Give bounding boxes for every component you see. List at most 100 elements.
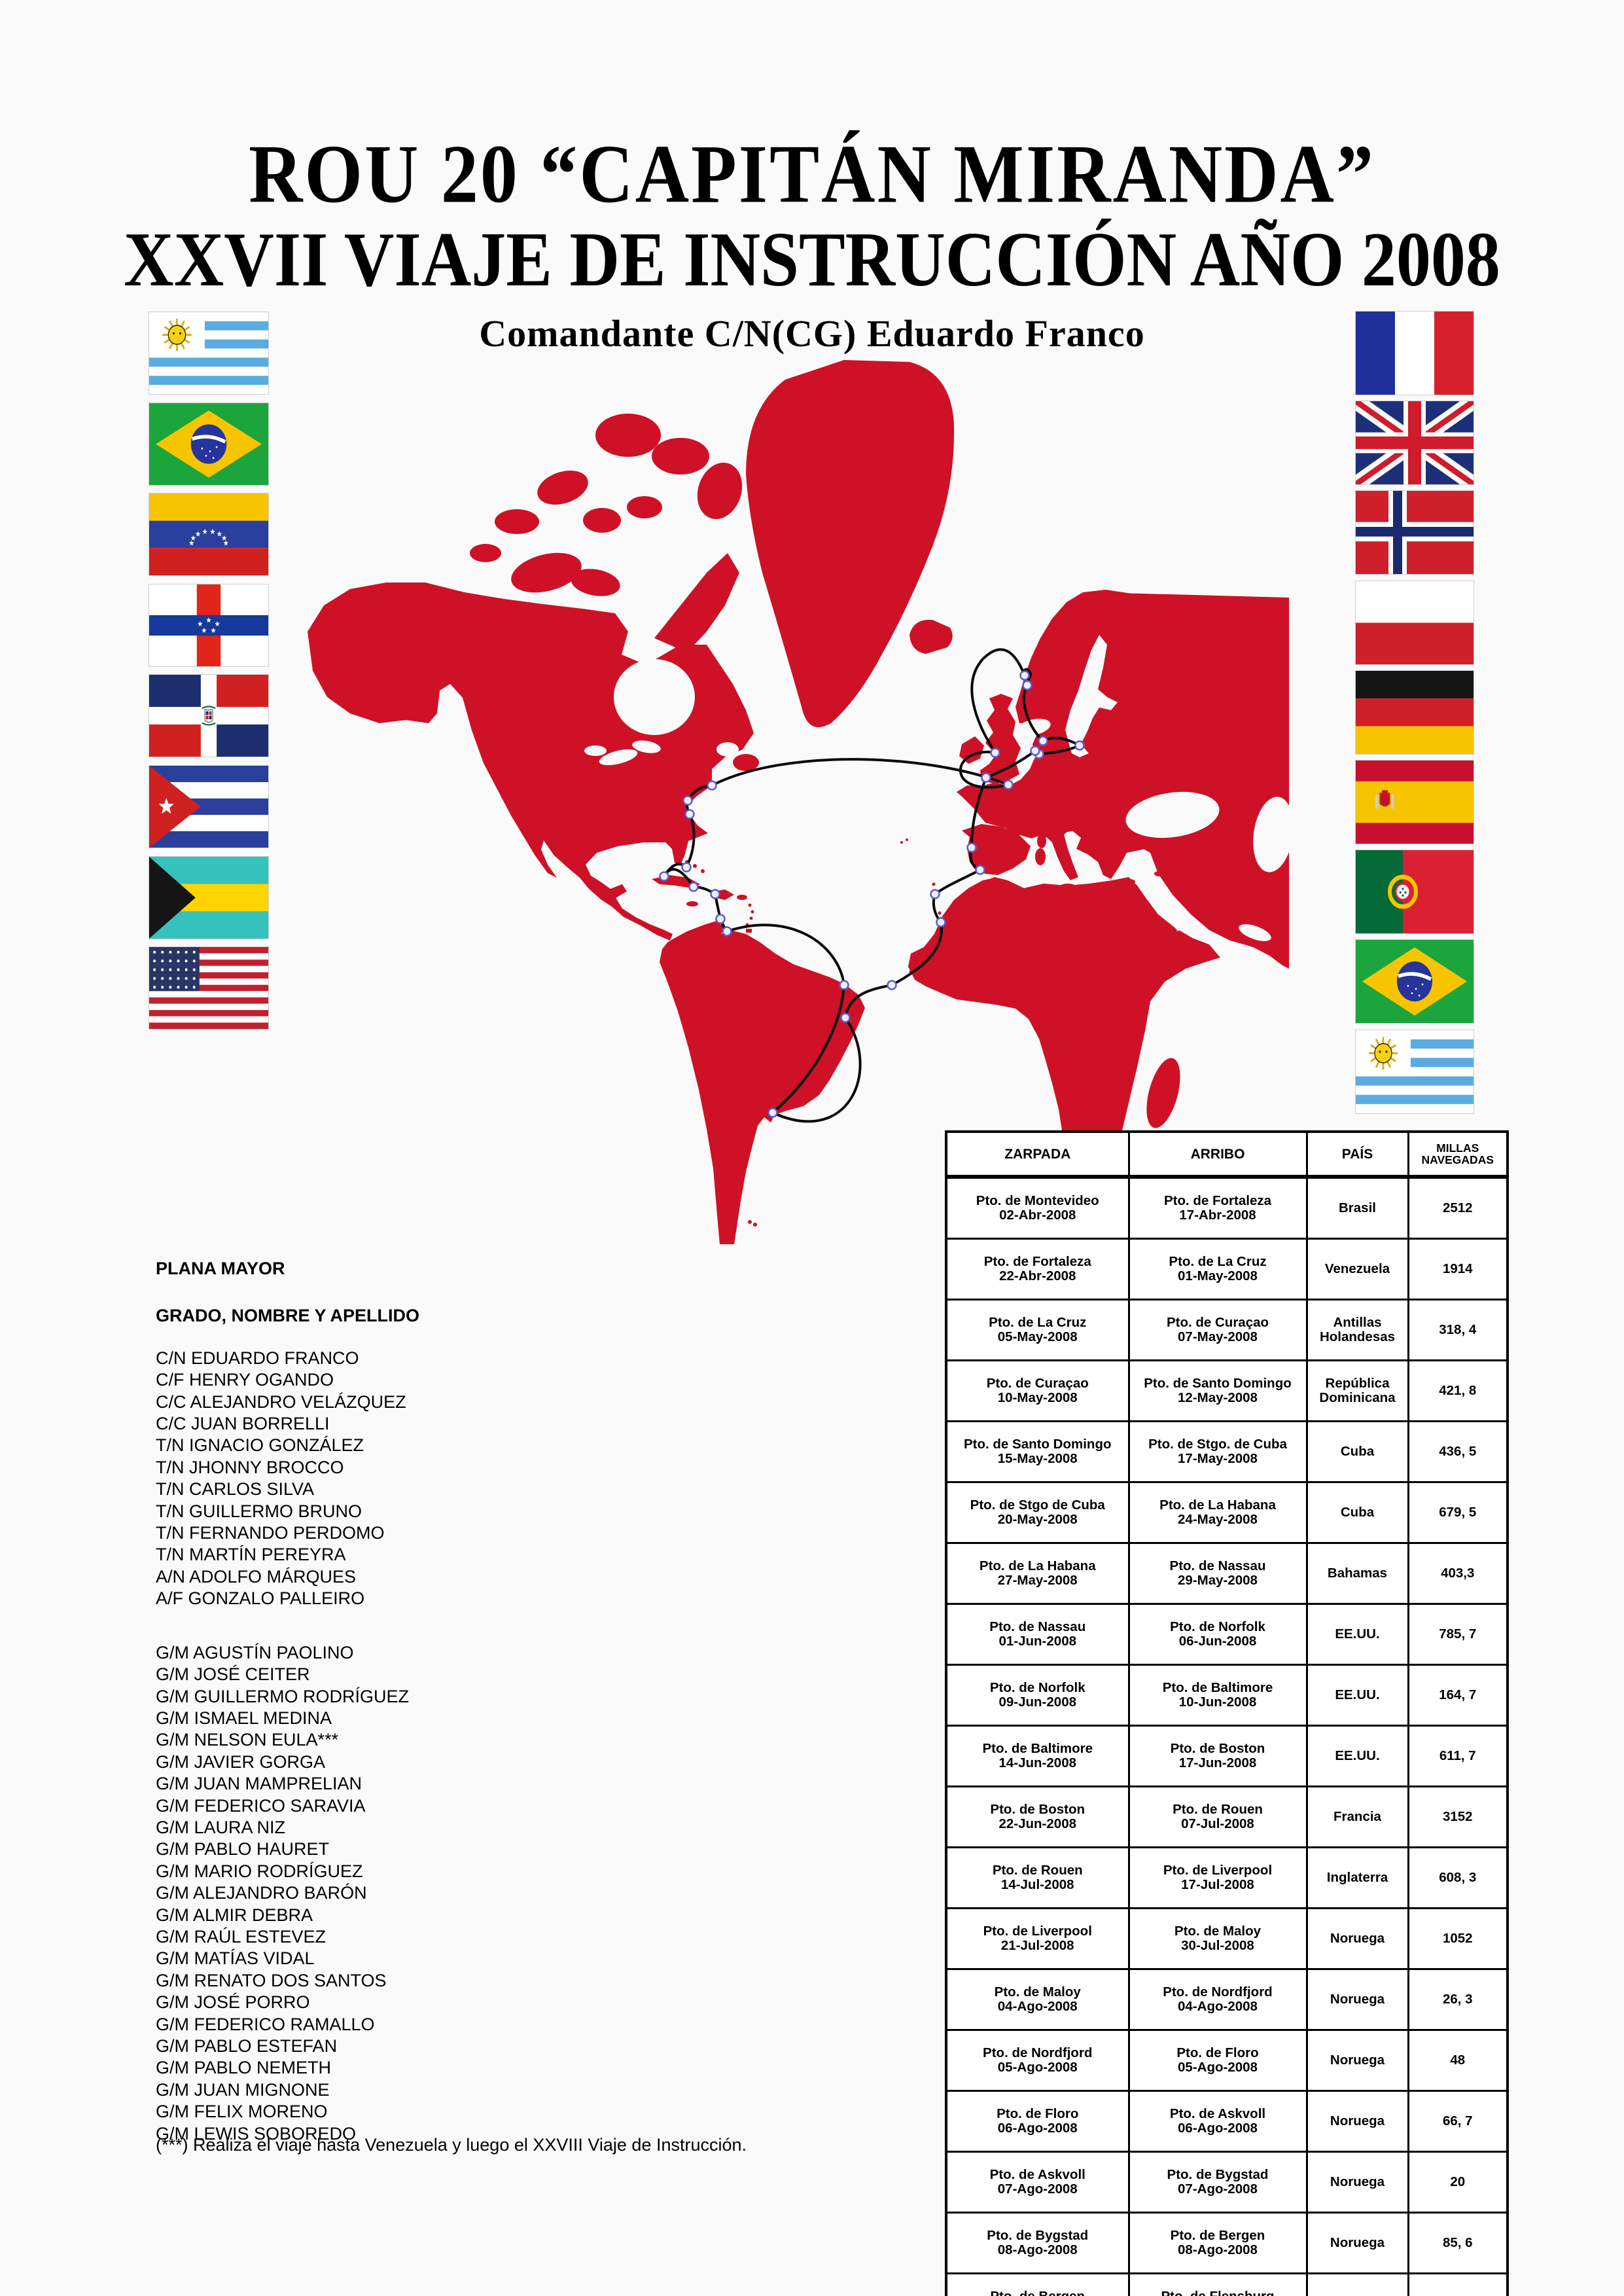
flag-brazil-icon — [149, 403, 268, 485]
port-marker-flensburg — [1038, 736, 1048, 746]
millas-cell: 679, 5 — [1407, 1481, 1509, 1544]
pais-cell: Noruega — [1305, 2212, 1409, 2274]
itinerary-row: Pto. de Nordfjord 05-Ago-2008 Pto. de Flor… — [945, 2029, 1509, 2092]
pais-cell: Francia — [1305, 1785, 1409, 1848]
arribo-cell: Pto. de Stgo. de Cuba 17-May-2008 — [1127, 1420, 1308, 1483]
port-marker-cadiz — [975, 865, 985, 875]
zarpada-cell: Pto. de Baltimore 14-Jun-2008 — [945, 1725, 1130, 1787]
itinerary-row: Pto. de Fortaleza 22-Abr-2008 Pto. de La C… — [945, 1238, 1509, 1300]
officer-name: C/F HENRY OGANDO — [156, 1370, 334, 1390]
cadet-name: G/M JUAN MAMPRELIAN — [156, 1774, 362, 1794]
officer-name: C/N EDUARDO FRANCO — [156, 1348, 359, 1368]
arribo-cell: Pto. de Nassau 29-May-2008 — [1127, 1542, 1308, 1605]
cadet-name: G/M MARIO RODRÍGUEZ — [156, 1861, 363, 1881]
itinerary-row: Pto. de Bygstad 08-Ago-2008 Pto. de Bergen… — [945, 2212, 1509, 2274]
zarpada-cell: Pto. de Norfolk 09-Jun-2008 — [945, 1664, 1130, 1727]
zarpada-cell: Pto. de La Habana 27-May-2008 — [945, 1542, 1130, 1605]
hudson-bay-water — [614, 659, 695, 735]
zarpada-cell: Pto. de Stgo de Cuba 20-May-2008 — [945, 1481, 1130, 1544]
cadets-list: G/M AGUSTÍN PAOLINO G/M JOSÉ CEITER G/M GU… — [156, 1642, 574, 2145]
cadet-name: G/M JUAN MIGNONE — [156, 2079, 330, 2100]
flag-netherlands-antilles-icon — [149, 584, 268, 666]
arribo-cell: Pto. de Curaçao 07-May-2008 — [1127, 1299, 1308, 1361]
voyage-route-line — [663, 648, 1083, 1123]
port-marker-fernando-de-noronha — [887, 980, 897, 990]
pais-cell: EE.UU. — [1305, 1664, 1409, 1727]
arribo-cell: Pto. de Fortaleza 17-Abr-2008 — [1127, 1175, 1308, 1240]
officer-name: T/N IGNACIO GONZÁLEZ — [156, 1435, 364, 1456]
port-marker-bergen — [1022, 680, 1033, 691]
itinerary-table-wrap: ZARPADA ARRIBO PAÍS MILLAS NAVEGADAS Pto. d… — [945, 1130, 1509, 2296]
cadet-name: G/M ISMAEL MEDINA — [156, 1708, 332, 1728]
arribo-cell: Pto. de Rouen 07-Jul-2008 — [1127, 1785, 1308, 1848]
pais-cell: Bahamas — [1305, 1542, 1409, 1605]
flag-dominican-republic-icon — [149, 675, 268, 757]
itinerary-row: Pto. de Liverpool 21-Jul-2008 Pto. de Malo… — [945, 1907, 1509, 1970]
pais-cell: EE.UU. — [1305, 1725, 1409, 1787]
pais-cell: Noruega — [1305, 1968, 1409, 2031]
officer-name: T/N MARTÍN PEREYRA — [156, 1545, 346, 1565]
cadet-name: G/M ALMIR DEBRA — [156, 1905, 313, 1925]
port-marker-wilhelmshaven — [1030, 745, 1040, 756]
voyage-route-map — [288, 357, 1294, 1247]
iceland-landmass — [909, 619, 953, 654]
port-marker-curacao — [715, 914, 726, 924]
millas-cell: 48 — [1407, 2029, 1509, 2092]
red-sea-water — [1137, 871, 1187, 931]
crew-list: PLANA MAYOR GRADO, NOMBRE Y APELLIDO C/N… — [156, 1258, 574, 2145]
cadet-name: G/M LAURA NIZ — [156, 1817, 286, 1837]
port-marker-maloy — [1019, 670, 1030, 681]
col-header-pais: PAÍS — [1305, 1130, 1409, 1179]
officer-name: C/C ALEJANDRO VELÁZQUEZ — [156, 1391, 406, 1412]
itinerary-row: Pto. de La Habana 27-May-2008 Pto. de Nass… — [945, 1542, 1509, 1605]
port-marker-gdynia — [1074, 740, 1085, 751]
port-marker-funchal — [930, 889, 940, 899]
zarpada-cell: Pto. de Floro 06-Ago-2008 — [945, 2090, 1130, 2153]
zarpada-cell: Pto. de Nassau 01-Jun-2008 — [945, 1603, 1130, 1666]
millas-cell: 3152 — [1407, 1785, 1509, 1848]
millas-cell: 620 — [1407, 2272, 1509, 2296]
millas-cell: 1052 — [1407, 1907, 1509, 1970]
port-marker-norfolk — [684, 809, 695, 819]
zarpada-cell: Pto. de Bergen12-Ago-2008 — [945, 2272, 1130, 2296]
cadet-name: G/M FEDERICO RAMALLO — [156, 2014, 375, 2034]
flag-brazil-icon — [1356, 940, 1474, 1023]
itinerary-row: Pto. de Montevideo 02-Abr-2008 Pto. de For… — [945, 1175, 1509, 1240]
millas-cell: 436, 5 — [1407, 1420, 1509, 1483]
itinerary-row: Pto. de La Cruz 05-May-2008 Pto. de Curaça… — [945, 1299, 1509, 1361]
pais-cell: Cuba — [1305, 1481, 1409, 1544]
millas-cell: 611, 7 — [1407, 1725, 1509, 1787]
officer-name: T/N JHONNY BROCCO — [156, 1457, 344, 1477]
port-marker-boston — [707, 780, 717, 791]
millas-cell: 318, 4 — [1407, 1299, 1509, 1361]
officer-name: T/N CARLOS SILVA — [156, 1479, 315, 1499]
officer-name: A/F GONZALO PALLEIRO — [156, 1588, 365, 1609]
flag-uruguay-icon — [1356, 1030, 1474, 1113]
itinerary-row: Pto. de Rouen 14-Jul-2008 Pto. de Liverpoo… — [945, 1846, 1509, 1909]
poster-title-line2: XXVII VIAJE DE INSTRUCCIÓN AÑO 2008 — [124, 216, 1500, 302]
zarpada-cell: Pto. de Liverpool 21-Jul-2008 — [945, 1907, 1130, 1970]
itinerary-row: Pto. de Baltimore 14-Jun-2008 Pto. de Bost… — [945, 1725, 1509, 1787]
zarpada-cell: Pto. de Curaçao 10-May-2008 — [945, 1359, 1130, 1422]
itinerary-row: Pto. de Nassau 01-Jun-2008 Pto. de Norfolk… — [945, 1603, 1509, 1666]
arribo-cell: Pto. de Askvoll 06-Ago-2008 — [1127, 2090, 1308, 2153]
arribo-cell: Pto. de Boston 17-Jun-2008 — [1127, 1725, 1308, 1787]
port-marker-montevideo — [768, 1107, 778, 1118]
itinerary-row: Pto. de Askvoll 07-Ago-2008 Pto. de Bygsta… — [945, 2151, 1509, 2214]
flag-germany-icon — [1356, 671, 1474, 754]
baltic-sea-water — [1065, 635, 1118, 757]
cadet-name: G/M FEDERICO SARAVIA — [156, 1795, 366, 1816]
millas-cell: 20 — [1407, 2151, 1509, 2214]
arribo-cell: Pto. de Norfolk 06-Jun-2008 — [1127, 1603, 1308, 1666]
port-marker-ilhavo — [966, 842, 977, 853]
crew-heading-plana-mayor: PLANA MAYOR — [156, 1259, 285, 1278]
caspian-sea-water — [1253, 797, 1294, 872]
col-header-millas: MILLAS NAVEGADAS — [1407, 1130, 1509, 1179]
officer-name: C/C JUAN BORRELLI — [156, 1414, 330, 1434]
zarpada-cell: Pto. de Rouen 14-Jul-2008 — [945, 1846, 1130, 1909]
port-marker-la-habana — [659, 871, 669, 882]
pais-cell: Noruega — [1305, 2090, 1409, 2153]
south-america-landmass — [660, 921, 865, 1244]
iberia-landmass — [962, 824, 1031, 875]
